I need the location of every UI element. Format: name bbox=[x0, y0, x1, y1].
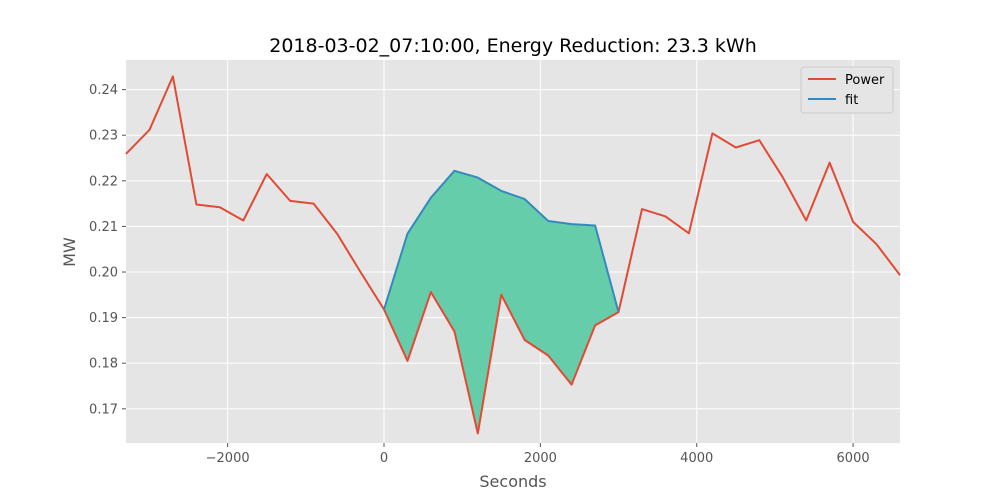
x-tick-label: 4000 bbox=[680, 451, 713, 466]
legend-fit-label: fit bbox=[845, 93, 858, 108]
energy-reduction-fill-layer bbox=[384, 170, 619, 434]
y-axis-label: MW bbox=[60, 237, 79, 267]
series-line-fit bbox=[383, 169, 620, 313]
legend: Power fit bbox=[800, 66, 894, 114]
y-axis-ticks: 0.17 0.18 0.19 0.20 0.21 0.22 0.23 0.24 bbox=[89, 83, 126, 417]
y-tick-label: 0.20 bbox=[89, 266, 118, 281]
y-tick-label: 0.21 bbox=[89, 220, 118, 235]
series-line-power bbox=[125, 75, 901, 435]
y-tick-label: 0.17 bbox=[89, 402, 118, 417]
series-lines bbox=[125, 75, 901, 435]
x-tick-label: −2000 bbox=[206, 451, 250, 466]
y-tick-label: 0.19 bbox=[89, 311, 118, 326]
y-tick-label: 0.22 bbox=[89, 174, 118, 189]
x-tick-label: 0 bbox=[380, 451, 388, 466]
chart-title: 2018-03-02_07:10:00, Energy Reduction: 2… bbox=[269, 35, 757, 57]
x-axis-ticks: −2000 0 2000 4000 6000 bbox=[206, 443, 870, 466]
x-axis-label: Seconds bbox=[479, 472, 546, 491]
legend-power-label: Power bbox=[845, 73, 885, 88]
energy-reduction-fill bbox=[384, 170, 619, 434]
y-tick-label: 0.18 bbox=[89, 357, 118, 372]
y-tick-label: 0.23 bbox=[89, 129, 118, 144]
x-tick-label: 6000 bbox=[837, 451, 870, 466]
y-tick-label: 0.24 bbox=[89, 83, 118, 98]
x-tick-label: 2000 bbox=[524, 451, 557, 466]
